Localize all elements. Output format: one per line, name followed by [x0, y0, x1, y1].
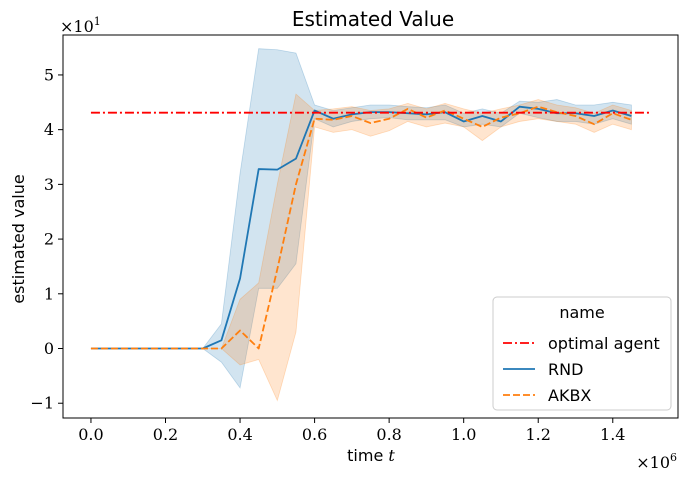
chart-title: Estimated Value — [292, 7, 454, 31]
y-tick-label: 4 — [44, 120, 54, 139]
x-tick-label: 0.8 — [376, 425, 401, 444]
x-tick-label: 0.6 — [302, 425, 327, 444]
x-tick-label: 0.2 — [153, 425, 178, 444]
y-tick-label: 1 — [44, 284, 54, 303]
x-tick-label: 1.4 — [600, 425, 625, 444]
axes-frame — [62, 34, 679, 419]
x-axis-label-variable: t — [388, 446, 395, 465]
x-tick-label: 1.2 — [526, 425, 551, 444]
confidence-band-2 — [90, 93, 632, 402]
y-axis-multiplier-exponent: 1 — [94, 15, 101, 28]
y-tick-label: 2 — [44, 230, 54, 249]
legend-label-2: AKBX — [548, 386, 591, 405]
series-line-2 — [90, 105, 632, 350]
x-axis-label: time t — [347, 446, 395, 465]
legend-label-1: RND — [548, 360, 583, 379]
legend: name optimal agent RND AKBX — [492, 296, 672, 411]
y-axis-label: estimated value — [9, 174, 28, 303]
y-tick-label: 3 — [44, 175, 54, 194]
confidence-band-1 — [90, 48, 632, 389]
x-tick-label: 0.4 — [227, 425, 252, 444]
plot-data — [90, 48, 651, 402]
y-axis-multiplier: ×101 — [60, 15, 101, 36]
y-tick-label: 0 — [44, 339, 54, 358]
x-tick-label: 1.0 — [451, 425, 476, 444]
plot-area: 0.0 0.2 0.4 0.6 0.8 1.0 1.2 1.4 −1 0 1 2 3 4 5 — [30, 34, 679, 444]
x-axis-multiplier-exponent: 6 — [670, 451, 677, 464]
x-tick-label: 0.0 — [78, 425, 103, 444]
x-axis-label-text: time — [347, 446, 388, 465]
y-tick-label: −1 — [30, 394, 54, 413]
y-tick-label: 5 — [44, 65, 54, 84]
x-axis-multiplier: ×106 — [636, 451, 677, 472]
legend-box — [492, 296, 672, 411]
legend-label-0: optimal agent — [548, 334, 660, 353]
legend-title: name — [559, 303, 604, 322]
